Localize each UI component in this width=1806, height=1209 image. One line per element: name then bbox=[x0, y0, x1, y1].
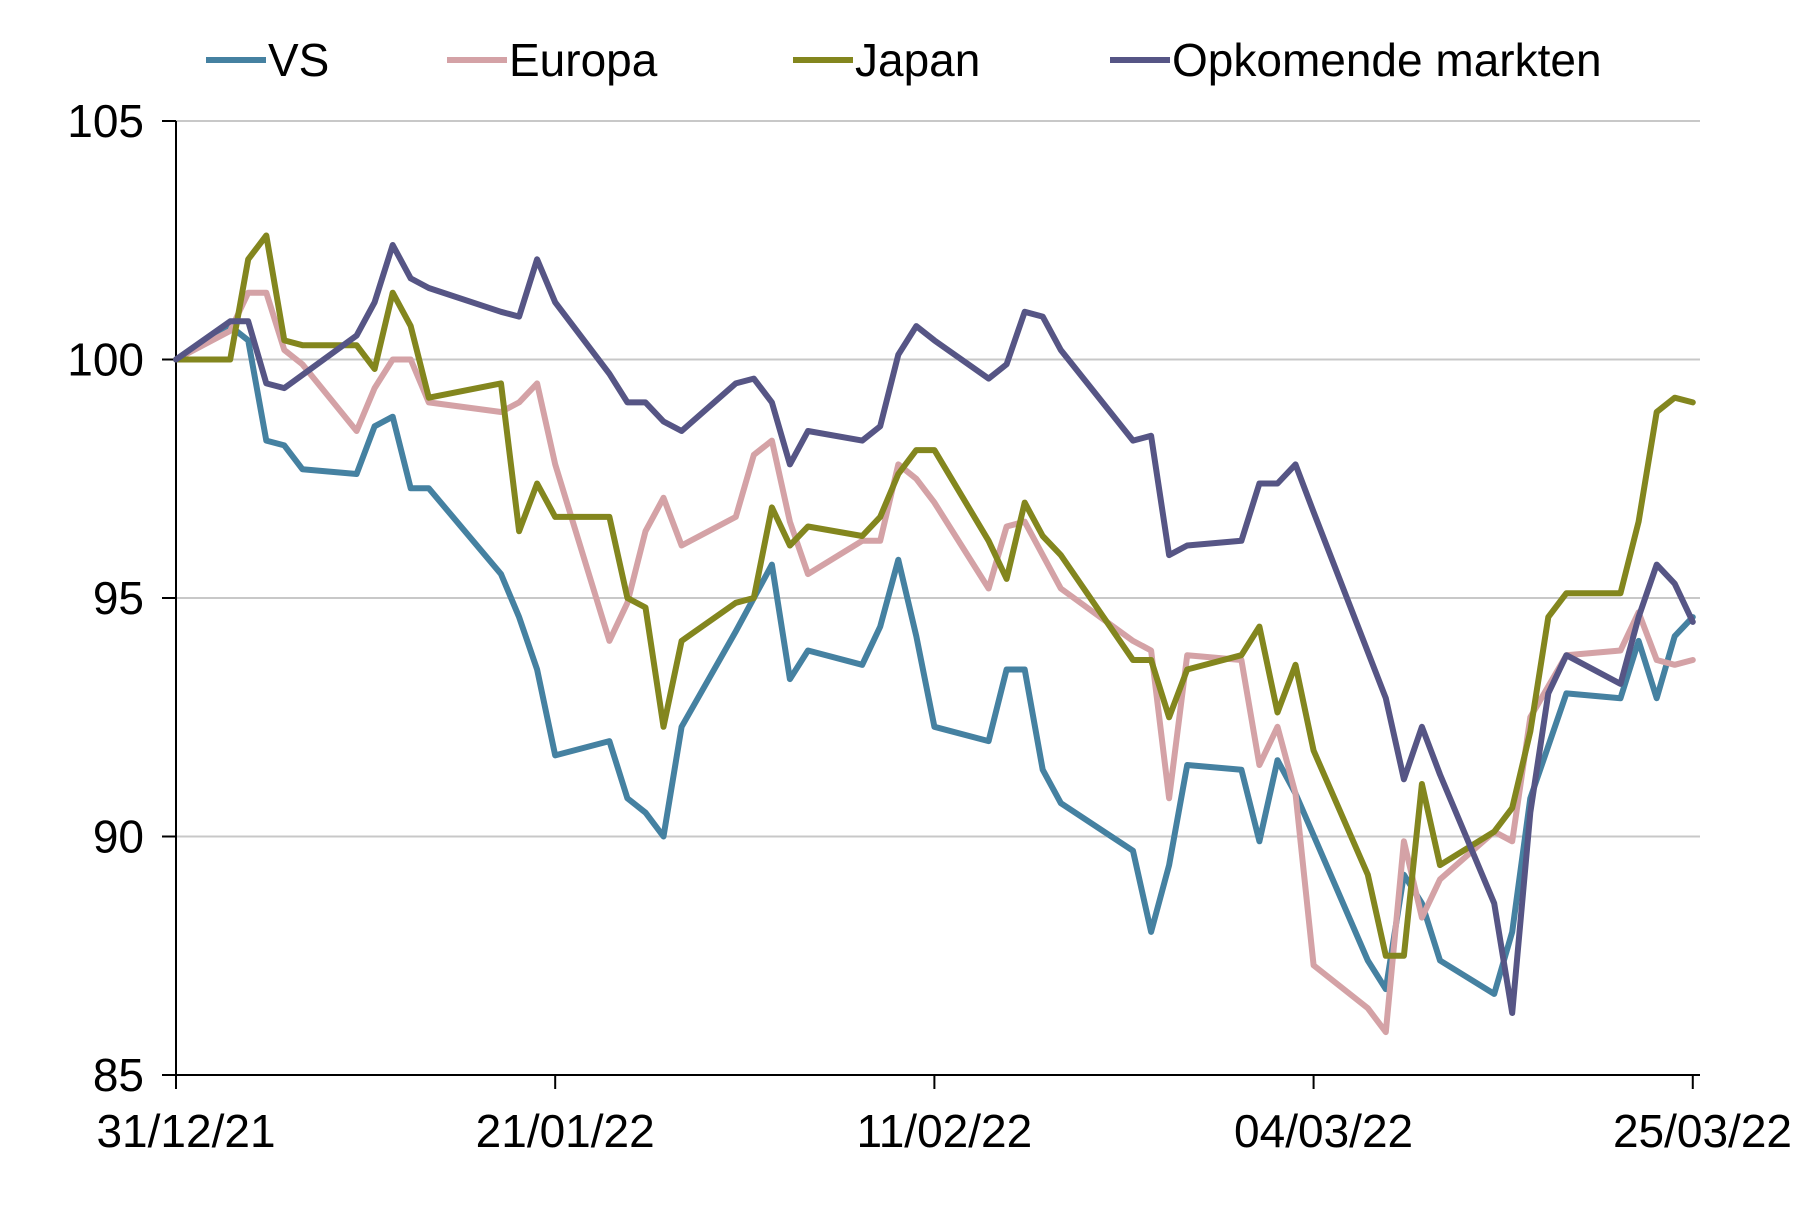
series-lines bbox=[173, 232, 1696, 1036]
series-line-opkomende-markten bbox=[173, 242, 1696, 1016]
gridlines bbox=[176, 120, 1700, 838]
x-tick-label: 04/03/22 bbox=[1234, 1105, 1413, 1157]
legend-label: Japan bbox=[855, 34, 980, 86]
x-tick-label: 21/01/22 bbox=[476, 1105, 655, 1157]
y-tick-label: 90 bbox=[93, 811, 144, 863]
legend-item-europa: Europa bbox=[447, 34, 658, 86]
series-line-europa bbox=[173, 289, 1696, 1036]
y-tick-label: 105 bbox=[67, 95, 144, 147]
x-tick-label: 11/02/22 bbox=[857, 1105, 1033, 1157]
y-tick-label: 100 bbox=[67, 334, 144, 386]
legend-label: VS bbox=[268, 34, 329, 86]
x-tick-label: 31/12/21 bbox=[96, 1105, 275, 1157]
series-line-japan bbox=[173, 232, 1696, 959]
legend: VS Europa Japan Opkomende markten bbox=[206, 34, 1602, 86]
legend-item-vs: VS bbox=[206, 34, 329, 86]
y-tick-label: 95 bbox=[93, 572, 144, 624]
series-line-vs bbox=[173, 323, 1696, 997]
x-axis-ticks: 31/12/21 21/01/22 11/02/22 04/03/22 25/03/22 bbox=[96, 1075, 1792, 1157]
legend-item-japan: Japan bbox=[793, 34, 980, 86]
y-axis-ticks: 85 90 95 100 105 bbox=[67, 95, 176, 1101]
x-tick-label: 25/03/22 bbox=[1613, 1105, 1792, 1157]
legend-label: Europa bbox=[509, 34, 658, 86]
legend-label: Opkomende markten bbox=[1172, 34, 1602, 86]
legend-item-opkomende-markten: Opkomende markten bbox=[1110, 34, 1602, 86]
y-tick-label: 85 bbox=[93, 1049, 144, 1101]
